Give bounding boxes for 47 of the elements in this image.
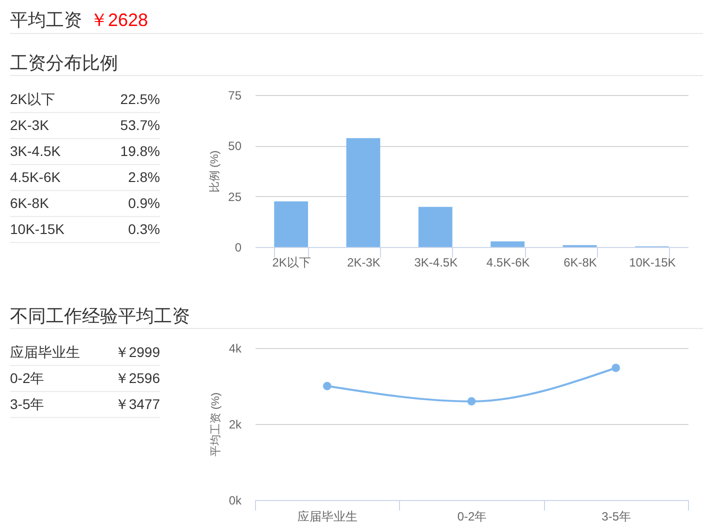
y-tick-label: 2k xyxy=(228,418,242,432)
y-tick-label: 50 xyxy=(228,139,242,154)
text: 22.5% xyxy=(120,90,160,109)
bar xyxy=(346,138,380,247)
text: 应届毕业生 xyxy=(10,343,80,362)
y-tick-label: 0k xyxy=(228,494,242,508)
text: 19.8% xyxy=(120,142,160,161)
y-axis-title: 比例 (%) xyxy=(208,150,222,193)
text: 不同工作经验平均工资 xyxy=(10,306,190,326)
x-tick-label: 4.5K-6K xyxy=(486,256,530,270)
point xyxy=(467,397,476,406)
x-tick-label: 0-2年 xyxy=(457,510,487,524)
x-tick-label: 6K-8K xyxy=(564,256,597,270)
text: 10K-15K xyxy=(10,220,64,239)
text: 53.7% xyxy=(120,116,160,135)
x-tick-label: 2K以下 xyxy=(272,256,311,270)
x-tick-label: 3-5年 xyxy=(602,510,632,524)
bar xyxy=(274,201,308,247)
y-tick-label: 0 xyxy=(234,240,242,254)
x-tick-label: 10K-15K xyxy=(629,256,676,270)
bar xyxy=(418,206,452,247)
text: ￥2628 xyxy=(90,10,148,30)
text: 0.9% xyxy=(128,194,160,213)
x-tick-label: 2K-3K xyxy=(347,256,380,270)
text: 0-2年 xyxy=(10,369,44,388)
x-tick-label: 应届毕业生 xyxy=(298,510,358,524)
text: 2K-3K xyxy=(10,116,49,135)
y-tick-label: 4k xyxy=(228,342,242,356)
text: 工资分布比例 xyxy=(10,53,118,73)
y-tick-label: 25 xyxy=(228,190,242,204)
point xyxy=(612,364,620,372)
text: 平均工资 xyxy=(10,10,82,30)
text: 6K-8K xyxy=(10,194,49,213)
text: 2K以下 xyxy=(10,90,56,109)
text: 3K-4.5K xyxy=(10,142,61,161)
text: 3-5年 xyxy=(10,395,44,414)
text: ￥2596 xyxy=(114,369,160,388)
bar xyxy=(490,241,525,247)
text: ￥3477 xyxy=(114,395,160,414)
text: ￥2999 xyxy=(114,343,160,362)
point xyxy=(322,382,332,390)
text: 4.5K-6K xyxy=(10,168,61,187)
x-tick-label: 3K-4.5K xyxy=(414,256,458,270)
text: 0.3% xyxy=(128,220,160,239)
y-tick-label: 75 xyxy=(228,88,242,102)
y-axis-title: 平均工资 (%) xyxy=(210,392,222,457)
text: 2.8% xyxy=(128,168,160,187)
